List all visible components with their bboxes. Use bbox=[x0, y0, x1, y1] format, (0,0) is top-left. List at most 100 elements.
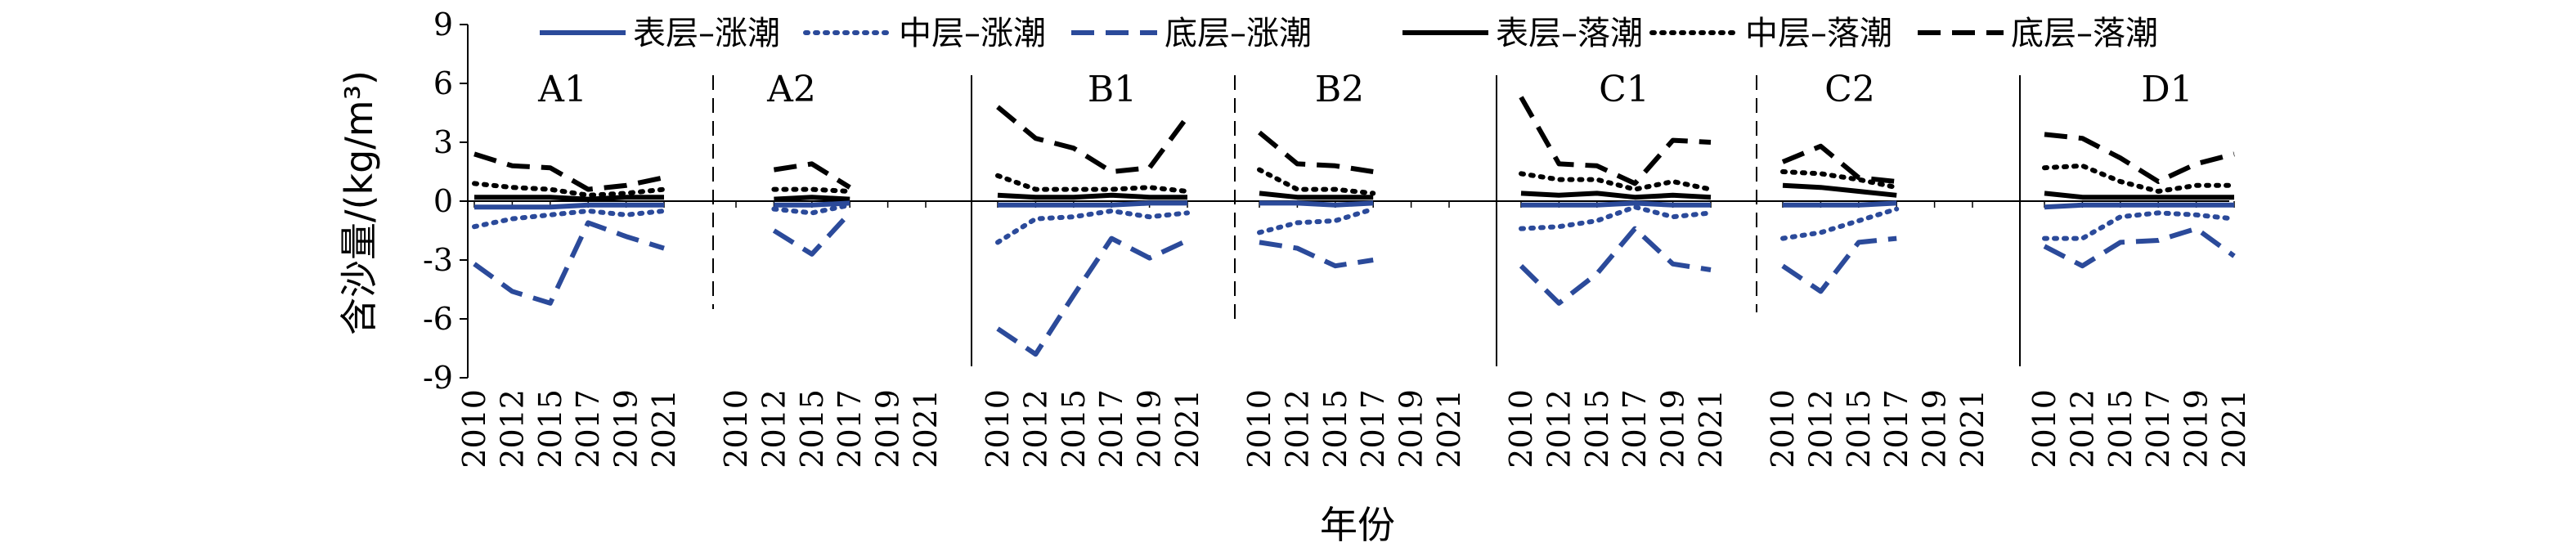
legend-label-bot-flood: 底层–涨潮 bbox=[1165, 15, 1312, 52]
series-line-c1-surf-ebb bbox=[1520, 191, 1712, 200]
y-tick-label: 6 bbox=[433, 65, 453, 101]
y-tick-label: 3 bbox=[433, 124, 453, 160]
x-tick-label: 2017 bbox=[2140, 389, 2176, 469]
series-line-b1-mid-ebb bbox=[995, 173, 1190, 194]
series-line-c1-bot-flood bbox=[1519, 226, 1712, 306]
x-tick-label: 2021 bbox=[908, 389, 944, 469]
series-line-a1-surf-ebb bbox=[474, 195, 664, 202]
y-tick-label: 0 bbox=[433, 183, 453, 219]
x-tick-label: 2012 bbox=[1279, 389, 1315, 469]
series-line-a1-mid-flood bbox=[472, 208, 666, 230]
series-line-a2-surf-ebb bbox=[774, 195, 850, 202]
x-tick-label: 2019 bbox=[1132, 389, 1168, 469]
x-tick-label: 2015 bbox=[2103, 389, 2138, 469]
x-tick-label: 2015 bbox=[1579, 389, 1615, 469]
series-line-b2-mid-flood bbox=[1257, 206, 1376, 235]
x-tick-label: 2010 bbox=[718, 389, 754, 469]
x-tick-label: 2019 bbox=[2179, 389, 2215, 469]
series-line-a1-bot-ebb bbox=[473, 151, 665, 192]
x-tick-label: 2012 bbox=[2064, 389, 2100, 469]
x-tick-label: 2017 bbox=[832, 389, 868, 469]
series-line-b2-surf-ebb bbox=[1259, 191, 1374, 200]
x-tick-label: 2015 bbox=[794, 389, 830, 469]
x-tick-label: 2012 bbox=[1017, 389, 1053, 469]
x-tick-label: 2010 bbox=[1241, 389, 1277, 469]
x-tick-label: 2017 bbox=[1878, 389, 1914, 469]
x-tick-label: 2017 bbox=[570, 389, 606, 469]
panel-label-c2: C2 bbox=[1824, 69, 1875, 110]
x-tick-label: 2010 bbox=[980, 389, 1016, 469]
x-tick-label: 2021 bbox=[1169, 389, 1205, 469]
series-line-a2-mid-flood bbox=[771, 202, 853, 216]
x-tick-label: 2010 bbox=[1765, 389, 1801, 469]
series-line-c1-surf-flood bbox=[1521, 200, 1711, 208]
series-line-b1-surf-ebb bbox=[997, 192, 1187, 200]
series-line-d1-mid-ebb bbox=[2042, 163, 2237, 194]
series-line-a1-bot-flood bbox=[473, 220, 665, 306]
series-line-a2-mid-ebb bbox=[771, 186, 853, 194]
panel-separators bbox=[712, 75, 2021, 366]
series-line-c2-surf-flood bbox=[1783, 200, 1897, 208]
x-tick-label: 2017 bbox=[1355, 389, 1391, 469]
x-tick-label: 2019 bbox=[1655, 389, 1691, 469]
series-line-c2-mid-ebb bbox=[1780, 169, 1900, 191]
series-line-b1-bot-ebb bbox=[996, 105, 1190, 174]
x-tick-label: 2010 bbox=[2026, 389, 2062, 469]
legend-label-mid-ebb: 中层–落潮 bbox=[1745, 15, 1892, 52]
y-tick-label: 9 bbox=[433, 7, 453, 43]
legend-label-bot-ebb: 底层–落潮 bbox=[2011, 15, 2158, 52]
series-line-a2-surf-flood bbox=[774, 200, 850, 208]
x-tick-label: 2021 bbox=[1954, 389, 1990, 469]
series-line-b1-surf-flood bbox=[998, 200, 1187, 208]
x-tick-label: 2015 bbox=[1317, 389, 1353, 469]
x-tick-label: 2012 bbox=[1802, 389, 1838, 469]
x-tick-label: 2021 bbox=[646, 389, 682, 469]
x-axis-title: 年份 bbox=[1320, 503, 1395, 547]
panel-label-a2: A2 bbox=[766, 69, 816, 110]
series-line-b2-surf-flood bbox=[1259, 200, 1374, 208]
series-line-b2-mid-ebb bbox=[1257, 167, 1376, 196]
y-tick-label: -3 bbox=[423, 242, 453, 278]
series-line-b1-mid-flood bbox=[995, 208, 1190, 245]
x-tick-label: 2017 bbox=[1617, 389, 1653, 469]
series-line-c2-mid-flood bbox=[1780, 206, 1900, 241]
x-tick-label: 2019 bbox=[1917, 389, 1953, 469]
series-line-a1-mid-ebb bbox=[472, 181, 666, 198]
x-tick-label: 2012 bbox=[494, 389, 530, 469]
legend-label-mid-flood: 中层–涨潮 bbox=[899, 15, 1046, 52]
panel-labels: A1 A2 B1 B2 C1 C2 D1 bbox=[537, 69, 2193, 110]
x-tick-label: 2017 bbox=[1093, 389, 1129, 469]
series-line-c1-mid-ebb bbox=[1519, 171, 1713, 192]
panel-label-a1: A1 bbox=[537, 69, 587, 110]
series-line-d1-bot-ebb bbox=[2044, 132, 2235, 184]
x-tick-label: 2010 bbox=[1503, 389, 1539, 469]
series-line-b2-bot-ebb bbox=[1258, 130, 1374, 174]
series-line-d1-surf-flood bbox=[2044, 202, 2234, 210]
legend-label-surf-ebb: 表层–落潮 bbox=[1496, 15, 1643, 52]
x-tick-label: 2019 bbox=[870, 389, 906, 469]
x-tick-label: 2019 bbox=[608, 389, 644, 469]
x-tick-label: 2010 bbox=[456, 389, 492, 469]
x-tick-label: 2021 bbox=[1431, 389, 1467, 469]
series-line-b1-bot-flood bbox=[996, 235, 1189, 357]
series-line-c2-surf-ebb bbox=[1782, 182, 1897, 198]
series-line-b2-bot-flood bbox=[1259, 240, 1374, 269]
panel-label-b1: B1 bbox=[1088, 69, 1137, 110]
series-line-c2-bot-ebb bbox=[1781, 143, 1897, 184]
x-tick-label: 2012 bbox=[1541, 389, 1577, 469]
series-line-c1-bot-ebb bbox=[1519, 96, 1712, 186]
series-line-d1-mid-flood bbox=[2042, 210, 2237, 241]
legend: 表层–涨潮 中层–涨潮 底层–涨潮 表层–落潮 中层–落潮 底层–落潮 bbox=[540, 15, 2158, 52]
panel-label-c1: C1 bbox=[1599, 69, 1649, 110]
x-tick-label: 2015 bbox=[1056, 389, 1092, 469]
y-tick-label: -9 bbox=[423, 360, 453, 396]
y-axis-title: 含沙量/(kg/m³) bbox=[337, 70, 381, 335]
x-tick-label: 2015 bbox=[532, 389, 568, 469]
series-lines bbox=[472, 96, 2237, 357]
x-tick-label: 2021 bbox=[2216, 389, 2252, 469]
series-line-c1-mid-flood bbox=[1519, 204, 1713, 231]
series-line-a2-bot-ebb bbox=[773, 161, 851, 190]
legend-label-surf-flood: 表层–涨潮 bbox=[633, 15, 780, 52]
series-line-d1-surf-ebb bbox=[2044, 191, 2234, 200]
series-line-a1-surf-flood bbox=[474, 202, 664, 210]
